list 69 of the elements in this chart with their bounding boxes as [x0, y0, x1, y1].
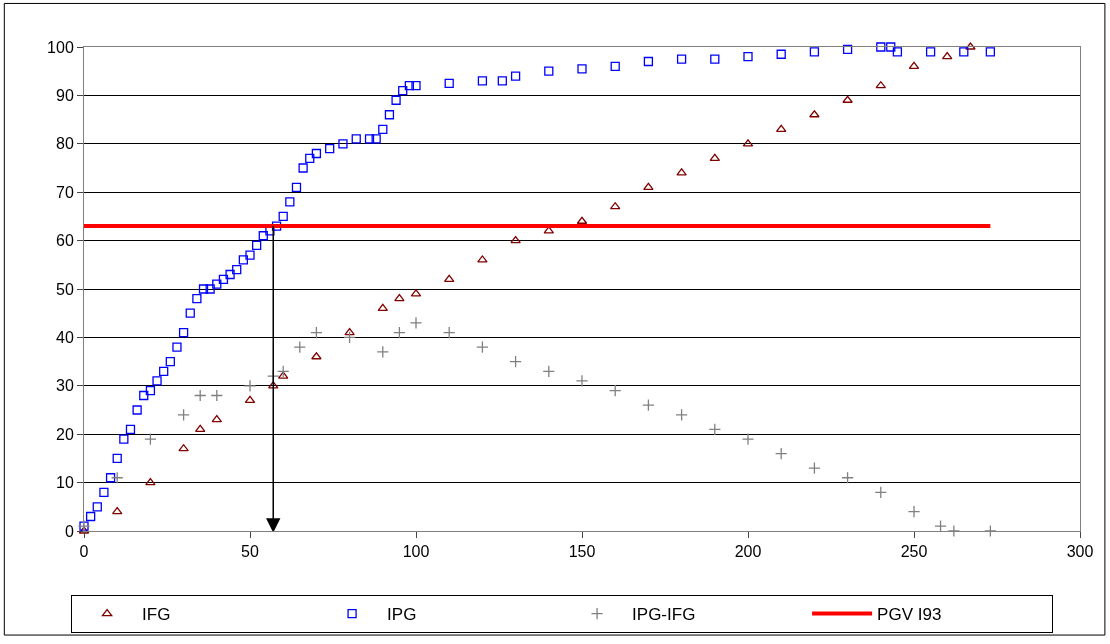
point: [676, 168, 687, 176]
point: [907, 505, 921, 518]
point: [276, 365, 290, 378]
x-tick-label: 100: [402, 543, 430, 561]
x-tick-label: 50: [241, 543, 259, 561]
point: [934, 519, 947, 533]
point: [808, 461, 821, 475]
point: [393, 326, 406, 339]
point: [377, 303, 389, 312]
point: [442, 326, 456, 339]
point: [774, 447, 788, 460]
point: [193, 389, 207, 402]
x-tick-label: 150: [568, 543, 596, 561]
point: [310, 326, 323, 339]
point: [145, 477, 156, 486]
x-tick-label: 300: [1066, 543, 1094, 561]
y-tick-label: 20: [56, 425, 74, 443]
point: [643, 182, 654, 191]
point: [111, 506, 123, 515]
point: [575, 374, 589, 388]
point: [642, 398, 655, 412]
y-tick-label: 40: [56, 329, 74, 346]
point: [947, 524, 961, 538]
point: [908, 61, 920, 70]
point: [243, 379, 257, 393]
point: [293, 340, 307, 354]
point: [376, 345, 390, 359]
point: [210, 389, 224, 402]
point: [608, 384, 622, 397]
point: [343, 331, 356, 344]
point: [542, 365, 556, 378]
point: [178, 444, 189, 452]
x-tick-label: 0: [79, 543, 89, 561]
legend-label: IPG-IFG: [632, 605, 696, 625]
y-tick-label: 10: [56, 474, 74, 492]
y-tick-label: 100: [47, 38, 74, 56]
y-tick-label: 90: [56, 87, 74, 104]
point: [708, 423, 722, 436]
point: [984, 524, 997, 538]
point: [965, 42, 976, 50]
legend-label: PGV I93: [877, 605, 942, 625]
point: [177, 408, 190, 422]
legend-label: IFG: [142, 605, 171, 625]
y-tick-label: 60: [56, 232, 74, 250]
point: [741, 432, 755, 446]
point: [874, 486, 888, 499]
point: [476, 340, 489, 354]
point: [344, 327, 355, 336]
x-tick-label: 200: [734, 543, 762, 561]
point: [509, 355, 522, 368]
legend-label: IPG: [387, 605, 417, 625]
point: [110, 471, 124, 485]
y-tick-label: 70: [56, 183, 74, 201]
y-tick-label: 80: [56, 135, 74, 153]
point: [144, 432, 157, 446]
y-tick-label: 50: [56, 280, 74, 298]
point: [194, 424, 206, 433]
point: [477, 255, 488, 263]
y-tick-label: 30: [56, 377, 74, 395]
point: [311, 352, 322, 360]
point: [841, 471, 854, 485]
x-tick-label: 250: [900, 543, 928, 561]
point: [842, 95, 853, 103]
point: [809, 110, 820, 118]
point: [394, 294, 405, 302]
point: [675, 408, 688, 422]
point: [510, 235, 521, 244]
y-tick-label: 0: [64, 522, 74, 540]
point: [409, 316, 423, 330]
